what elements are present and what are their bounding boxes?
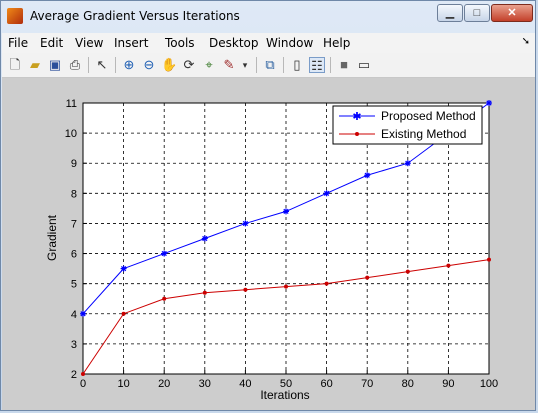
menu-bar: File Edit View Insert Tools Desktop Wind… [2,33,535,53]
y-axis-label: Gradient [45,214,59,261]
menu-edit[interactable]: Edit [40,36,64,50]
toolbar: 🗋 ▰ ▣ ⎙ ↖ ⊕ ⊖ ✋ ⟳ ⌖ ✎ ▾ ⧉ ▯ ☷ ■ ▭ [2,53,535,78]
brush-dropdown-icon[interactable]: ▾ [242,60,248,70]
toolbar-separator [88,57,89,73]
x-tick-label: 60 [320,378,332,390]
title-bar[interactable]: Average Gradient Versus Iterations ▁ □ ✕ [1,1,535,31]
legend-label-existing: Existing Method [381,127,466,141]
maximize-button[interactable]: □ [464,4,490,22]
y-tick-label: 9 [71,158,77,170]
legend-marker-existing [355,132,359,136]
x-tick-label: 30 [199,378,211,390]
axis-ticks: 0 10 20 30 40 50 60 70 80 90 100 2 3 4 5 6 7 8 9 10 11 [65,98,498,390]
x-tick-label: 100 [480,378,498,390]
plot-area [82,102,490,375]
data-cursor-icon[interactable]: ⌖ [205,57,213,72]
data-point-proposed [323,190,330,197]
menu-desktop[interactable]: Desktop [209,36,259,50]
data-point-proposed [283,208,289,215]
series-group [80,100,492,376]
window-title: Average Gradient Versus Iterations [30,9,240,23]
menu-view[interactable]: View [75,36,104,50]
zoom-out-icon[interactable]: ⊖ [143,57,155,72]
toolbar-separator [256,57,257,73]
rotate-3d-icon[interactable]: ⟳ [183,57,195,72]
y-tick-label: 11 [66,98,77,110]
line-chart: 0 10 20 30 40 50 60 70 80 90 100 2 3 4 5 6 7 8 9 10 11 Itera… [45,98,498,402]
brush-icon[interactable]: ✎ [223,57,235,72]
y-tick-label: 7 [71,218,77,230]
menu-insert[interactable]: Insert [114,36,149,50]
data-point-existing [284,284,288,289]
y-tick-label: 4 [71,309,77,321]
x-tick-label: 80 [402,378,414,390]
menu-file[interactable]: File [8,36,29,50]
toolbar-separator [330,57,331,73]
x-tick-label: 40 [239,378,251,390]
pointer-icon[interactable]: ↖ [96,57,108,72]
x-tick-label: 0 [80,378,86,390]
y-tick-label: 8 [71,188,77,200]
y-tick-label: 3 [71,339,77,351]
data-point-proposed [404,160,411,167]
pan-hand-icon[interactable]: ✋ [161,57,178,72]
x-tick-label: 10 [117,378,129,390]
y-tick-label: 6 [71,249,77,261]
x-axis-label: Iterations [260,388,309,402]
toolbar-separator [283,57,284,73]
colorbar-icon[interactable]: ▯ [293,57,301,72]
matlab-icon [7,8,23,24]
x-tick-label: 20 [158,378,170,390]
data-point-existing [365,275,370,280]
data-point-proposed [242,220,249,227]
hide-plot-tools-icon[interactable]: ■ [340,57,348,72]
data-point-proposed [120,265,127,272]
x-tick-label: 70 [361,378,373,390]
y-tick-label: 10 [65,128,77,140]
figure-canvas: 0 10 20 30 40 50 60 70 80 90 100 2 3 4 5 6 7 8 9 10 11 Itera… [2,78,535,410]
data-point-existing [405,269,410,274]
grid-lines [83,103,489,374]
legend-label-proposed: Proposed Method [381,109,476,123]
save-icon[interactable]: ▣ [48,57,62,72]
data-point-existing [121,311,126,316]
minimize-button[interactable]: ▁ [437,4,463,22]
data-point-proposed [80,310,86,317]
menu-help[interactable]: Help [323,36,351,50]
data-point-existing [162,296,167,301]
link-plot-icon[interactable]: ⧉ [265,57,275,72]
legend[interactable]: ✱ Proposed Method Existing Method [332,105,483,145]
menu-window[interactable]: Window [266,36,314,50]
new-file-icon[interactable]: 🗋 [9,57,21,72]
menu-overflow-icon[interactable]: ➘ [521,36,530,47]
data-point-existing [81,372,85,376]
zoom-in-icon[interactable]: ⊕ [123,57,135,72]
data-point-proposed [201,235,208,242]
legend-icon[interactable]: ☷ [309,57,325,73]
y-tick-label: 2 [71,369,77,381]
data-point-proposed [486,100,492,106]
data-point-existing [324,281,329,286]
data-point-proposed [364,172,371,179]
close-button[interactable]: ✕ [491,4,533,22]
print-icon[interactable]: ⎙ [69,57,81,72]
x-tick-label: 90 [442,378,454,390]
show-plot-tools-icon[interactable]: ▭ [357,57,371,72]
legend-marker-proposed: ✱ [352,111,361,123]
data-point-existing [202,290,207,295]
legend-box [332,105,483,145]
data-point-existing [487,257,491,262]
x-tick-label: 50 [280,378,292,390]
open-folder-icon[interactable]: ▰ [30,57,40,72]
y-tick-label: 5 [71,279,77,291]
menu-tools[interactable]: Tools [165,36,195,50]
data-point-existing [243,287,248,292]
data-point-existing [446,263,451,268]
toolbar-separator [115,57,116,73]
data-point-proposed [161,250,168,257]
